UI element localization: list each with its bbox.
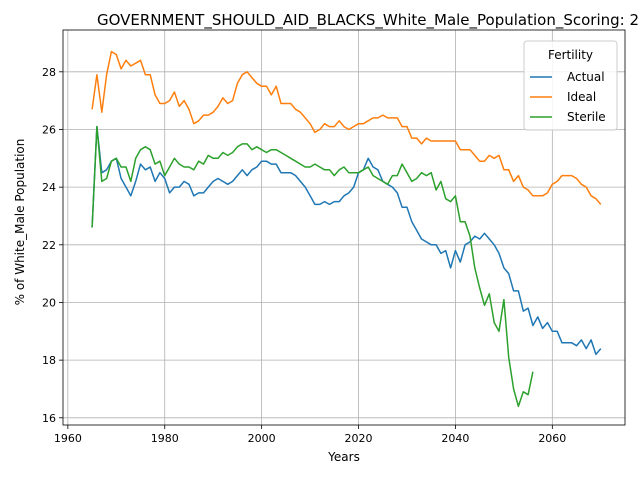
legend-label-actual: Actual: [567, 70, 605, 84]
y-tick-label: 18: [42, 354, 56, 367]
x-tick-label: 1960: [54, 432, 82, 445]
x-tick-label: 1980: [151, 432, 179, 445]
x-tick-label: 2000: [248, 432, 276, 445]
x-tick-label: 2060: [538, 432, 566, 445]
y-tick-label: 20: [42, 296, 56, 309]
y-axis-ticks: 16 18 20 22 24 26 28: [42, 66, 63, 425]
chart-title: GOVERNMENT_SHOULD_AID_BLACKS_White_Male_…: [97, 11, 639, 30]
legend-box: [523, 40, 618, 131]
plot-frame: [62, 29, 626, 426]
legend: Fertility Actual Ideal Sterile: [523, 40, 618, 131]
x-axis-ticks: 1960 1980 2000 2020 2040 2060: [54, 425, 566, 445]
grid-lines: [63, 30, 625, 425]
legend-items: Actual Ideal Sterile: [530, 70, 606, 124]
legend-title: Fertility: [548, 48, 593, 62]
legend-label-ideal: Ideal: [567, 90, 596, 104]
legend-label-sterile: Sterile: [567, 110, 606, 124]
series-line-actual: [91, 125, 602, 356]
y-tick-label: 22: [42, 239, 56, 252]
y-axis-label: % of White_Male Population: [13, 139, 27, 306]
x-tick-label: 2020: [345, 432, 373, 445]
series-line-sterile: [91, 125, 534, 408]
x-tick-label: 2040: [441, 432, 469, 445]
y-tick-label: 26: [42, 123, 56, 136]
series-layer: [91, 50, 602, 408]
series-line-ideal: [91, 50, 602, 205]
y-tick-label: 24: [42, 181, 56, 194]
x-axis-label: Years: [327, 450, 360, 464]
y-tick-label: 16: [42, 412, 56, 425]
y-tick-label: 28: [42, 66, 56, 79]
